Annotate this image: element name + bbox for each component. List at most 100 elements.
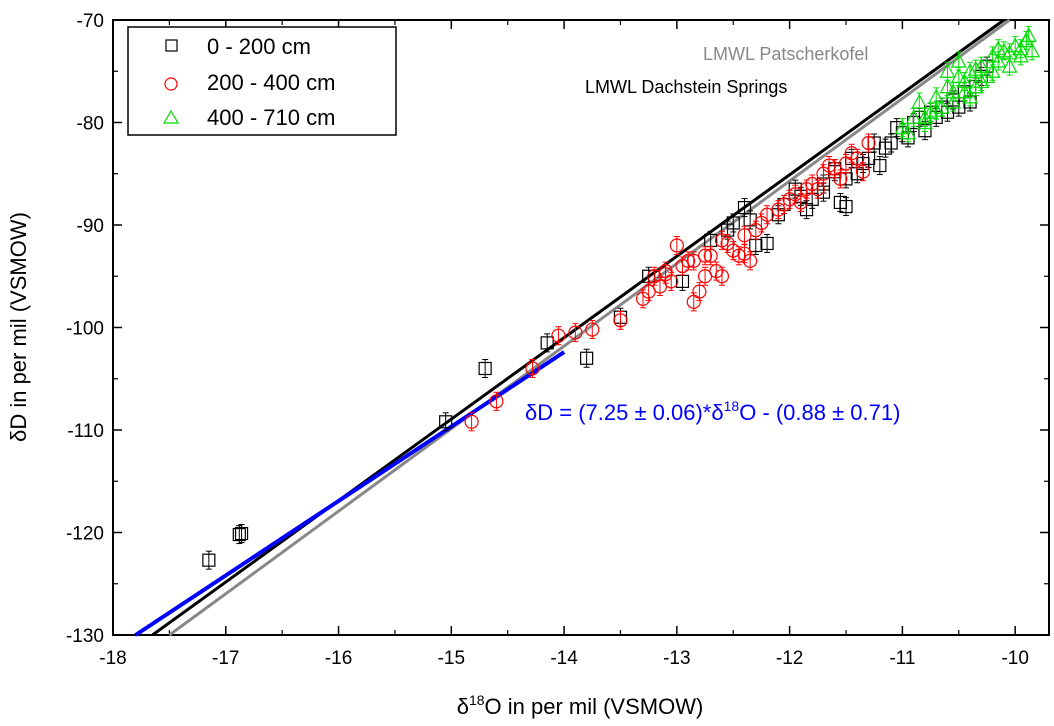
data-point-triangle	[1020, 27, 1037, 42]
data-point-circle	[489, 394, 504, 409]
equation-sup: 18	[724, 398, 740, 414]
data-markers	[202, 25, 1041, 570]
data-point-square	[540, 336, 554, 350]
x-tick-label: -11	[889, 648, 915, 669]
legend-circle-marker	[164, 77, 178, 91]
data-point-circle	[737, 246, 752, 261]
data-point-circle	[613, 313, 628, 328]
y-tick-label: -130	[66, 626, 104, 647]
y-axis-title: δD in per mil (VSMOW)	[6, 212, 31, 442]
data-point-square	[439, 415, 453, 429]
data-point-triangle	[1001, 44, 1018, 60]
data-point-circle	[568, 325, 583, 340]
data-point-triangle	[916, 109, 933, 124]
data-point-square	[580, 351, 594, 365]
data-point-triangle	[939, 62, 956, 78]
data-point-triangle	[956, 83, 973, 99]
data-point-circle	[754, 215, 769, 231]
y-tick-label: -120	[66, 524, 104, 545]
data-point-square	[478, 361, 492, 376]
data-point-triangle	[928, 101, 945, 117]
legend: 0 - 200 cm 200 - 400 cm 400 - 710 cm	[127, 26, 397, 136]
data-point-triangle	[973, 73, 990, 89]
data-point-circle	[855, 164, 871, 179]
legend-square-marker	[165, 39, 178, 52]
data-point-circle	[810, 182, 825, 197]
data-point-square	[760, 236, 774, 251]
x-tick-label: -16	[325, 648, 352, 669]
data-point-circle	[850, 151, 865, 166]
data-point-circle	[793, 195, 809, 210]
data-point-triangle	[990, 40, 1007, 56]
reference-lines	[134, 18, 1011, 637]
data-point-circle	[585, 322, 600, 337]
data-point-circle	[635, 291, 651, 306]
data-point-circle	[525, 361, 540, 376]
legend-label-400-710: 400 - 710 cm	[207, 105, 335, 130]
data-point-circle	[743, 253, 758, 268]
data-point-square	[726, 216, 740, 230]
y-tick-label: -70	[77, 11, 104, 32]
data-point-circle	[669, 238, 684, 253]
data-point-triangle	[900, 124, 917, 140]
x-tick-label: -18	[99, 648, 126, 669]
legend-triangle-marker	[162, 109, 180, 124]
x-axis-title-suffix: O in per mil (VSMOW)	[485, 694, 704, 719]
legend-label-200-400: 200 - 400 cm	[207, 70, 335, 95]
data-point-circle	[776, 197, 792, 212]
data-point-triangle	[962, 62, 979, 78]
data-point-triangle	[894, 119, 911, 135]
data-point-circle	[799, 182, 814, 197]
data-point-circle	[714, 269, 730, 284]
data-point-square	[202, 553, 216, 567]
data-point-triangle	[978, 68, 995, 83]
data-point-triangle	[1001, 57, 1018, 73]
data-point-triangle	[967, 60, 984, 76]
data-point-circle	[464, 414, 479, 429]
data-point-triangle	[950, 68, 967, 83]
x-tick-label: -15	[438, 648, 465, 669]
data-point-triangle	[990, 52, 1007, 68]
data-point-triangle	[984, 62, 1001, 78]
y-tick-label: -80	[77, 114, 104, 135]
data-point-triangle	[911, 93, 928, 109]
data-point-square	[884, 136, 898, 150]
regression-equation: δD = (7.25 ± 0.06)*δ18O - (0.88 ± 0.71)	[525, 398, 900, 425]
data-point-circle	[692, 284, 707, 299]
data-point-square	[232, 527, 246, 542]
data-point-circle	[861, 135, 876, 151]
x-tick-label: -17	[212, 648, 239, 669]
data-point-triangle	[967, 78, 984, 94]
series-triangle	[894, 25, 1041, 143]
x-tick-label: -12	[776, 648, 803, 669]
x-axis-title-prefix: δ	[457, 694, 469, 719]
y-tick-label: -90	[77, 216, 104, 237]
data-point-circle	[681, 253, 696, 268]
x-tick-label: -13	[663, 648, 690, 669]
lmwl-dachstein-label: LMWL Dachstein Springs	[585, 77, 787, 97]
data-point-circle	[771, 202, 786, 217]
x-tick-label: -14	[550, 648, 578, 669]
data-point-triangle	[939, 78, 956, 94]
data-point-circle	[726, 243, 741, 258]
data-point-triangle	[1012, 47, 1029, 63]
data-point-circle	[664, 274, 679, 289]
data-point-triangle	[962, 88, 979, 104]
legend-box	[127, 26, 397, 136]
data-point-circle	[805, 176, 820, 192]
data-point-circle	[748, 223, 763, 238]
data-point-circle	[821, 158, 837, 173]
data-point-circle	[782, 192, 797, 207]
data-point-square	[234, 526, 249, 541]
series-circle	[464, 133, 876, 432]
data-point-circle	[714, 233, 730, 248]
data-point-triangle	[905, 109, 922, 124]
data-point-triangle	[950, 52, 967, 68]
data-point-circle	[709, 264, 724, 279]
data-point-triangle	[1024, 42, 1041, 58]
data-point-circle	[844, 146, 859, 161]
data-point-triangle	[945, 93, 962, 109]
line-lmwl-patscherkofel	[168, 18, 1011, 637]
equation-part1: δD = (7.25 ± 0.06)*δ	[525, 400, 724, 425]
data-point-circle	[658, 267, 673, 282]
